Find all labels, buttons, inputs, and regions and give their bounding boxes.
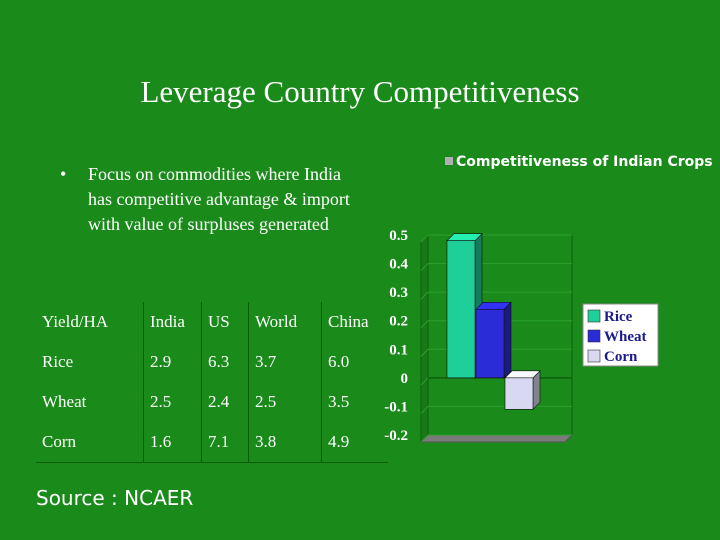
table-header-row: Yield/HA India US World China bbox=[36, 302, 388, 342]
y-tick-label: 0.3 bbox=[389, 285, 408, 301]
table-cell: 2.9 bbox=[143, 342, 202, 382]
y-tick-label: 0.1 bbox=[389, 342, 408, 358]
table-cell: Wheat bbox=[36, 382, 144, 422]
yield-table: Yield/HA India US World China Rice 2.9 6… bbox=[36, 302, 388, 463]
table-cell: 2.4 bbox=[201, 382, 249, 422]
chart-title: Competitiveness of Indian Crops bbox=[445, 154, 715, 171]
bullet-text: Focus on commodities where India has com… bbox=[88, 164, 350, 234]
y-tick-label: 0 bbox=[401, 371, 409, 387]
y-tick-label: 0.2 bbox=[389, 314, 408, 330]
table-cell: 6.0 bbox=[328, 352, 350, 371]
legend-label: Corn bbox=[604, 349, 638, 365]
bar-side bbox=[503, 301, 512, 379]
bar bbox=[475, 308, 505, 379]
table-row: Wheat 2.5 2.4 2.5 3.5 bbox=[36, 382, 388, 422]
table-header-cell: Yield/HA bbox=[36, 302, 144, 342]
y-tick-label: -0.1 bbox=[384, 399, 408, 415]
gridline-depth bbox=[420, 406, 429, 414]
gridline-depth bbox=[420, 434, 429, 443]
y-tick-label: -0.2 bbox=[384, 428, 408, 444]
plot-side-wall bbox=[420, 233, 429, 444]
table-cell: 7.1 bbox=[201, 422, 249, 463]
gridline-depth bbox=[420, 320, 429, 329]
y-tick-label: 0.4 bbox=[389, 257, 408, 273]
source-note: Source : NCAER bbox=[36, 486, 194, 510]
table-header-cell: World bbox=[248, 302, 322, 342]
table-cell: 3.8 bbox=[248, 422, 322, 463]
table-cell: 2.5 bbox=[143, 382, 202, 422]
legend-swatch bbox=[587, 349, 601, 363]
bullet-point: • Focus on commodities where India has c… bbox=[60, 162, 360, 237]
table-row: Rice 2.9 6.3 3.7 6.0 bbox=[36, 342, 388, 382]
table-cell: 3.5 bbox=[328, 392, 350, 411]
table-header-cell: China bbox=[328, 312, 369, 331]
gridline-depth bbox=[420, 291, 429, 300]
chart-title-text: Competitiveness of Indian Crops bbox=[456, 154, 713, 170]
table-header-cell: US bbox=[201, 302, 249, 342]
table-cell: 1.6 bbox=[143, 422, 202, 463]
legend-swatch bbox=[587, 309, 601, 323]
bar bbox=[504, 377, 534, 410]
gridline-depth bbox=[420, 348, 429, 357]
table-cell: 6.3 bbox=[201, 342, 249, 382]
bar bbox=[446, 240, 476, 379]
legend-label: Wheat bbox=[604, 329, 647, 345]
table-cell: Rice bbox=[36, 342, 144, 382]
legend-label: Rice bbox=[604, 309, 633, 325]
y-tick-label: 0.5 bbox=[389, 228, 408, 244]
gridline-depth bbox=[420, 377, 429, 386]
gridline-depth bbox=[420, 234, 429, 243]
table-cell: 3.7 bbox=[248, 342, 322, 382]
table-header-cell: India bbox=[143, 302, 202, 342]
table-cell: Corn bbox=[36, 422, 144, 463]
table-row: Corn 1.6 7.1 3.8 4.9 bbox=[36, 422, 388, 463]
gridline-depth bbox=[420, 263, 429, 271]
table-cell: 4.9 bbox=[321, 422, 388, 463]
table-cell: 2.5 bbox=[248, 382, 322, 422]
bullet-dot: • bbox=[60, 164, 67, 184]
plot-floor bbox=[419, 434, 574, 443]
legend-swatch bbox=[587, 329, 601, 343]
slide-title: Leverage Country Competitiveness bbox=[140, 74, 580, 109]
chart-title-marker bbox=[445, 157, 453, 165]
